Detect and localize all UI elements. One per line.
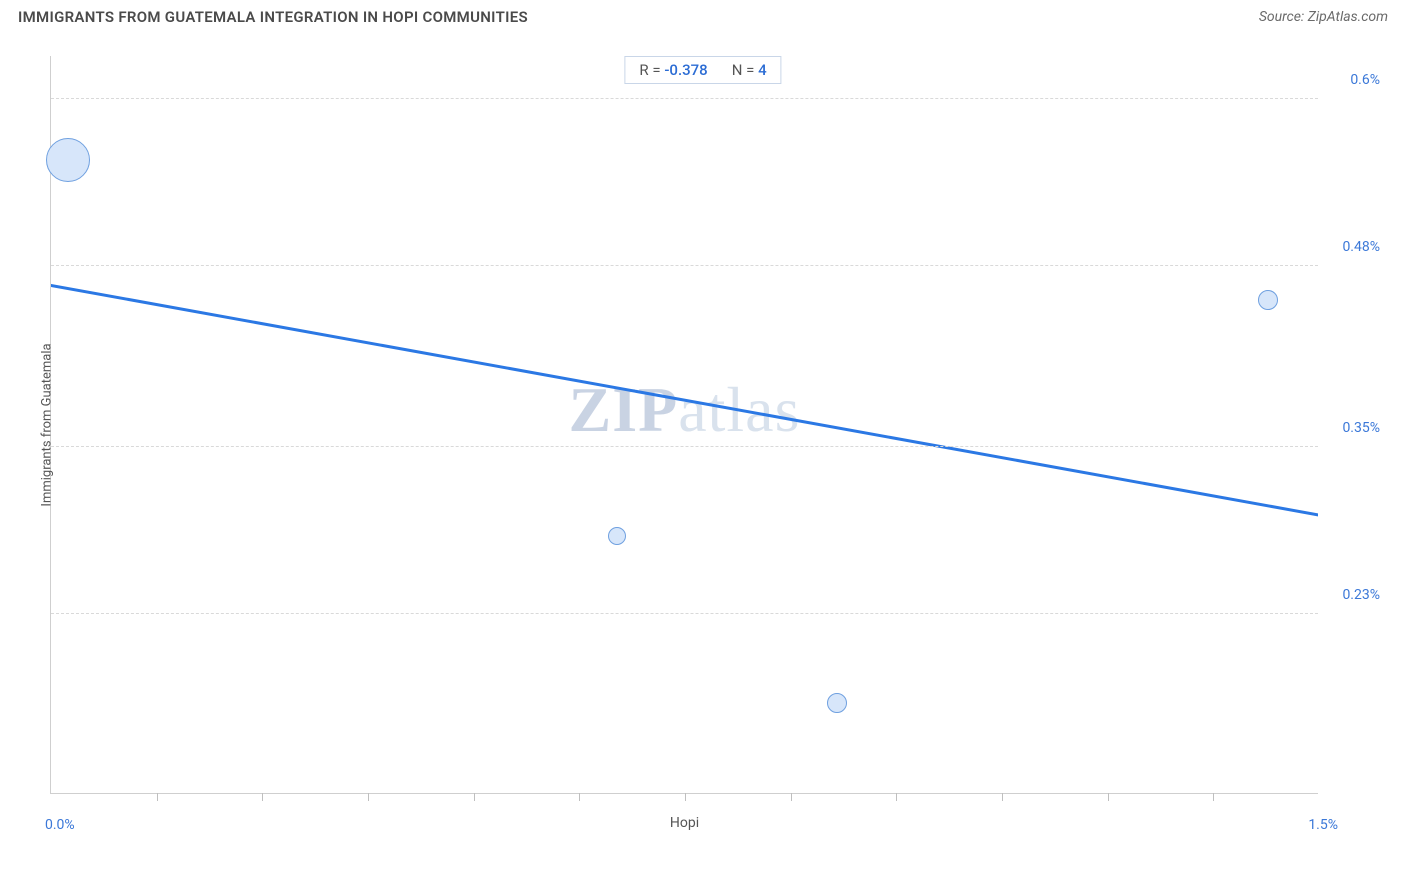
data-point xyxy=(827,693,847,713)
x-tick xyxy=(1213,793,1214,801)
grid-line xyxy=(51,98,1318,99)
grid-line xyxy=(51,265,1318,266)
source-label: Source: ZipAtlas.com xyxy=(1259,9,1388,25)
n-stat: N = 4 xyxy=(732,61,767,79)
chart-title: IMMIGRANTS FROM GUATEMALA INTEGRATION IN… xyxy=(18,8,528,26)
x-tick xyxy=(579,793,580,801)
y-tick-label: 0.48% xyxy=(1342,239,1380,255)
data-point xyxy=(608,527,626,545)
x-axis-label: Hopi xyxy=(670,815,699,831)
x-tick xyxy=(896,793,897,801)
x-tick xyxy=(474,793,475,801)
grid-line xyxy=(51,613,1318,614)
r-stat: R = -0.378 xyxy=(639,61,707,79)
x-tick xyxy=(1108,793,1109,801)
x-tick xyxy=(157,793,158,801)
x-tick xyxy=(791,793,792,801)
grid-line xyxy=(51,446,1318,447)
x-tick-min: 0.0% xyxy=(45,817,75,833)
x-tick xyxy=(685,793,686,801)
trend-line xyxy=(51,56,1318,793)
x-tick xyxy=(1002,793,1003,801)
y-axis-label: Immigrants from Guatemala xyxy=(40,343,55,506)
y-tick-label: 0.23% xyxy=(1342,587,1380,603)
x-tick-max: 1.5% xyxy=(1308,817,1338,833)
x-tick xyxy=(368,793,369,801)
y-tick-label: 0.35% xyxy=(1342,420,1380,436)
stats-box: R = -0.378 N = 4 xyxy=(624,56,781,84)
y-tick-label: 0.6% xyxy=(1350,72,1380,88)
data-point xyxy=(1258,290,1278,310)
watermark: ZIPatlas xyxy=(569,373,801,447)
data-point xyxy=(46,138,90,182)
x-tick xyxy=(262,793,263,801)
plot-area: ZIPatlas Immigrants from Guatemala Hopi … xyxy=(50,56,1318,794)
chart-container: ZIPatlas Immigrants from Guatemala Hopi … xyxy=(18,42,1388,842)
